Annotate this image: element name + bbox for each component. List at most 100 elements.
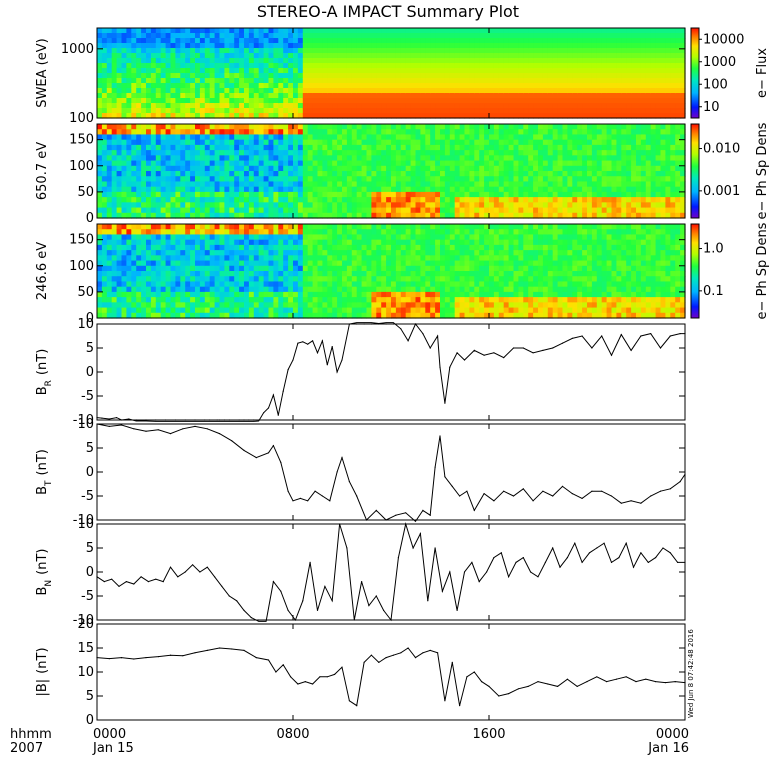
heatmap-cell	[528, 181, 534, 188]
heatmap-cell	[675, 155, 681, 162]
heatmap-cell	[150, 83, 157, 89]
heatmap-cell	[538, 58, 544, 64]
heatmap-cell	[224, 93, 230, 99]
heatmap-cell	[155, 191, 162, 198]
heatmap-cell	[199, 181, 206, 188]
heatmap-cell	[523, 124, 529, 130]
heatmap-cell	[199, 43, 206, 49]
heatmap-cell	[121, 286, 127, 293]
heatmap-cell	[302, 150, 309, 156]
heatmap-cell	[224, 312, 230, 319]
heatmap-cell	[185, 202, 191, 209]
heatmap-cell	[557, 160, 564, 167]
heatmap-cell	[283, 73, 289, 79]
heatmap-cell	[160, 155, 167, 162]
heatmap-cell	[503, 68, 510, 74]
heatmap-cell	[449, 53, 456, 59]
heatmap-cell	[665, 165, 671, 172]
heatmap-cell	[469, 160, 475, 167]
heatmap-cell	[395, 207, 402, 214]
heatmap-cell	[498, 160, 505, 167]
heatmap-cell	[317, 134, 323, 141]
heatmap-cell	[640, 38, 647, 44]
heatmap-cell	[175, 291, 181, 298]
heatmap-cell	[253, 78, 260, 84]
heatmap-cell	[454, 38, 461, 44]
heatmap-cell	[621, 165, 627, 172]
heatmap-cell	[440, 129, 446, 136]
heatmap-cell	[538, 186, 544, 193]
heatmap-cell	[547, 191, 554, 198]
heatmap-cell	[645, 150, 652, 156]
heatmap-cell	[219, 181, 225, 188]
heatmap-cell	[136, 181, 142, 188]
heatmap-cell	[253, 255, 260, 262]
heatmap-cell	[106, 93, 113, 99]
heatmap-cell	[528, 28, 534, 34]
heatmap-cell	[131, 48, 137, 54]
heatmap-cell	[611, 134, 617, 141]
heatmap-cell	[204, 281, 211, 288]
heatmap-cell	[640, 108, 647, 114]
heatmap-cell	[430, 191, 436, 198]
heatmap-cell	[337, 171, 343, 177]
heatmap-cell	[665, 53, 671, 59]
heatmap-cell	[175, 202, 181, 209]
heatmap-cell	[126, 78, 132, 84]
heatmap-cell	[155, 197, 162, 203]
heatmap-cell	[591, 83, 598, 89]
heatmap-cell	[533, 108, 539, 114]
heatmap-cell	[312, 181, 319, 188]
heatmap-cell	[278, 113, 284, 119]
heatmap-cell	[239, 83, 245, 89]
ytick-label: 100	[69, 111, 94, 126]
heatmap-cell	[224, 250, 230, 256]
heatmap-cell	[278, 186, 284, 193]
heatmap-cell	[175, 160, 181, 167]
heatmap-cell	[587, 98, 593, 104]
heatmap-cell	[680, 98, 686, 104]
heatmap-cell	[351, 129, 358, 136]
heatmap-cell	[508, 58, 515, 64]
heatmap-cell	[101, 212, 108, 219]
heatmap-cell	[582, 129, 588, 136]
heatmap-cell	[381, 38, 387, 44]
heatmap-cell	[538, 48, 544, 54]
heatmap-cell	[342, 28, 348, 34]
heatmap-cell	[356, 88, 363, 94]
heatmap-cell	[650, 139, 657, 146]
heatmap-cell	[636, 160, 642, 167]
heatmap-cell	[248, 33, 255, 39]
heatmap-cell	[469, 150, 475, 156]
heatmap-cell	[503, 186, 510, 193]
heatmap-cell	[199, 250, 206, 256]
heatmap-cell	[150, 186, 157, 193]
heatmap-cell	[327, 33, 333, 39]
heatmap-cell	[415, 150, 421, 156]
heatmap-cell	[195, 53, 201, 59]
heatmap-cell	[631, 124, 637, 130]
heatmap-cell	[263, 108, 270, 114]
heatmap-cell	[248, 191, 255, 198]
heatmap-cell	[523, 73, 529, 79]
heatmap-cell	[136, 78, 142, 84]
heatmap-cell	[591, 103, 598, 109]
heatmap-cell	[626, 48, 632, 54]
heatmap-cell	[234, 28, 240, 34]
heatmap-cell	[459, 103, 466, 109]
heatmap-cell	[170, 68, 176, 74]
heatmap-cell	[528, 103, 534, 109]
heatmap-cell	[601, 207, 608, 214]
heatmap-cell	[557, 181, 564, 188]
heatmap-cell	[175, 165, 181, 172]
heatmap-cell	[430, 98, 436, 104]
heatmap-cell	[489, 197, 495, 203]
heatmap-cell	[297, 93, 304, 99]
heatmap-cell	[302, 73, 309, 79]
heatmap-cell	[141, 244, 147, 251]
heatmap-cell	[185, 291, 191, 298]
heatmap-cell	[229, 83, 235, 89]
heatmap-cell	[582, 212, 588, 219]
heatmap-cell	[562, 165, 568, 172]
heatmap-cell	[454, 58, 461, 64]
